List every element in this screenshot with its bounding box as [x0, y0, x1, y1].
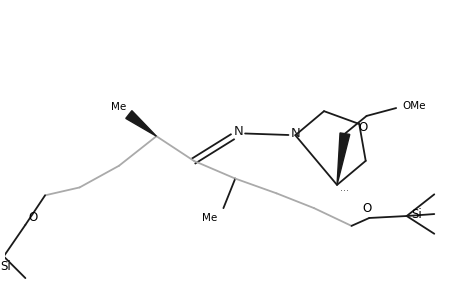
Text: Me: Me [111, 102, 126, 112]
Text: N: N [233, 125, 242, 138]
Text: O: O [362, 202, 371, 214]
Text: N: N [290, 127, 300, 140]
Text: Me: Me [202, 213, 217, 223]
Text: OMe: OMe [401, 101, 425, 111]
Polygon shape [336, 133, 349, 185]
Text: O: O [357, 121, 366, 134]
Text: Si: Si [410, 208, 421, 220]
Text: Si: Si [0, 260, 11, 273]
Text: ···: ··· [340, 186, 349, 196]
Text: O: O [28, 211, 38, 224]
Polygon shape [125, 111, 156, 136]
